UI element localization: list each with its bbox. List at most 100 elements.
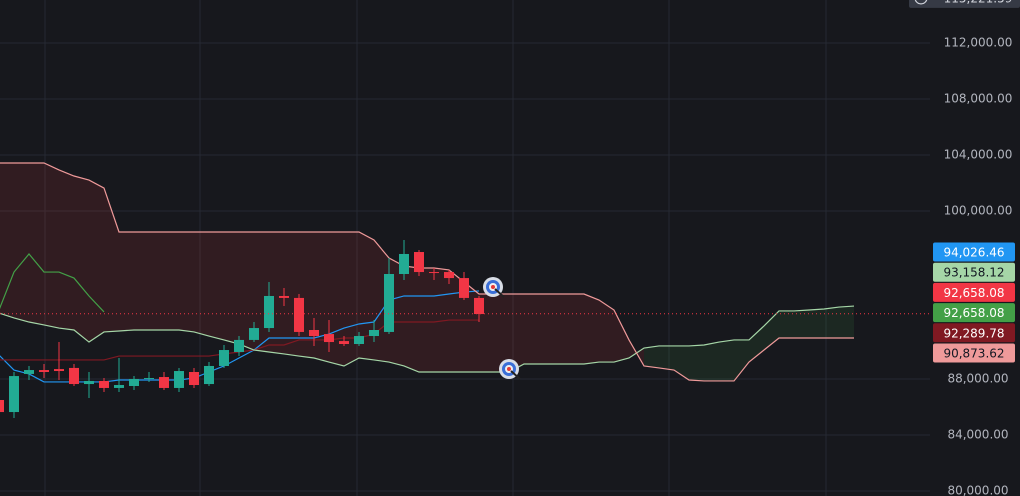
cloud: [554, 294, 569, 365]
cloud: [719, 339, 734, 381]
target-marker: [483, 277, 505, 298]
candle-body: [144, 378, 154, 380]
cloud: [134, 231, 149, 330]
candle-body: [339, 341, 349, 344]
cloud: [779, 310, 794, 338]
cloud: [44, 162, 59, 329]
top-label: 115,221.59: [944, 0, 1013, 5]
cloud: [179, 231, 194, 332]
price-label: 90,873.62: [943, 347, 1004, 361]
candle-body: [9, 376, 19, 413]
candle-body: [174, 371, 184, 388]
cloud: [314, 231, 329, 363]
cloud: [149, 231, 164, 330]
cloud: [494, 294, 509, 372]
indicator-line: [0, 162, 854, 382]
cloud: [359, 231, 374, 360]
y-tick-label: 80,000.00: [947, 484, 1008, 496]
candle-body: [414, 252, 424, 273]
candle-body: [309, 329, 319, 337]
candle-body: [24, 370, 34, 374]
candle-body: [369, 329, 379, 337]
price-label-box: [933, 303, 1015, 323]
cloud: [209, 231, 224, 340]
cloud: [689, 344, 704, 381]
cloud: [824, 307, 839, 338]
cloud: [809, 308, 824, 338]
price-label: 92,289.78: [943, 326, 1004, 340]
cloud: [584, 294, 599, 365]
price-label-box: [933, 242, 1015, 262]
cloud: [794, 309, 809, 338]
candle-body: [114, 385, 124, 388]
y-tick-label: 112,000.00: [944, 35, 1013, 49]
candle-body: [324, 334, 334, 343]
info-icon: [914, 0, 928, 5]
cloud: [659, 345, 674, 371]
cloud: [404, 266, 419, 372]
y-tick-label: 108,000.00: [944, 91, 1013, 105]
candle-body: [189, 372, 199, 386]
price-label-box: [933, 282, 1015, 302]
cloud: [614, 309, 629, 363]
cloud: [644, 345, 659, 368]
price-label-box: [933, 343, 1015, 363]
plot: [0, 162, 930, 419]
cloud: [74, 175, 89, 343]
cloud: [329, 231, 344, 366]
price-label: 94,026.46: [943, 246, 1004, 260]
candle-body: [84, 380, 94, 385]
cloud: [224, 231, 239, 344]
cloud: [0, 162, 14, 318]
candle-body: [54, 369, 64, 372]
y-tick-label: 84,000.00: [947, 428, 1008, 442]
top-label-box: [909, 0, 1020, 8]
cloud: [674, 345, 689, 380]
cloud: [299, 231, 314, 358]
indicator-line: [0, 253, 105, 313]
candle-body: [384, 273, 394, 332]
cloud: [119, 231, 134, 331]
cloud: [599, 300, 614, 363]
price-label-box: [933, 323, 1015, 343]
candle-body: [129, 379, 139, 387]
candle-body: [249, 328, 259, 340]
cloud: [164, 231, 179, 330]
y-tick-label: 88,000.00: [947, 372, 1008, 386]
candle-body: [474, 297, 484, 315]
candle-body: [279, 295, 289, 298]
cloud: [734, 339, 749, 381]
cloud: [14, 162, 29, 323]
price-label: 93,158.12: [943, 266, 1004, 280]
candle-body: [99, 380, 109, 388]
cloud: [29, 162, 44, 325]
price-axis: 80,000.00 84,000.00 88,000.00 100,000.00 104…: [909, 0, 1020, 496]
indicator-line: [0, 305, 855, 373]
cloud: [269, 231, 284, 354]
candle-body: [354, 336, 364, 344]
candle-body: [69, 367, 79, 385]
candle-body: [159, 377, 169, 388]
candle-body: [39, 370, 49, 372]
cloud: [89, 180, 104, 343]
target-marker: [499, 359, 521, 380]
candle-body: [294, 297, 304, 332]
cloud: [419, 267, 434, 372]
cloud: [104, 188, 119, 332]
y-tick-label: 100,000.00: [944, 203, 1013, 217]
cloud: [839, 306, 854, 338]
price-label: 92,658.08: [943, 306, 1004, 320]
cloud: [524, 294, 539, 365]
candle-body: [399, 253, 409, 274]
price-label-box: [933, 262, 1015, 282]
cloud: [194, 231, 209, 337]
candle-body: [204, 365, 214, 385]
candle-body: [234, 339, 244, 352]
grid: [0, 0, 930, 496]
candle-body: [0, 400, 4, 413]
cloud: [344, 231, 359, 366]
price-label: 92,658.08: [943, 286, 1004, 300]
